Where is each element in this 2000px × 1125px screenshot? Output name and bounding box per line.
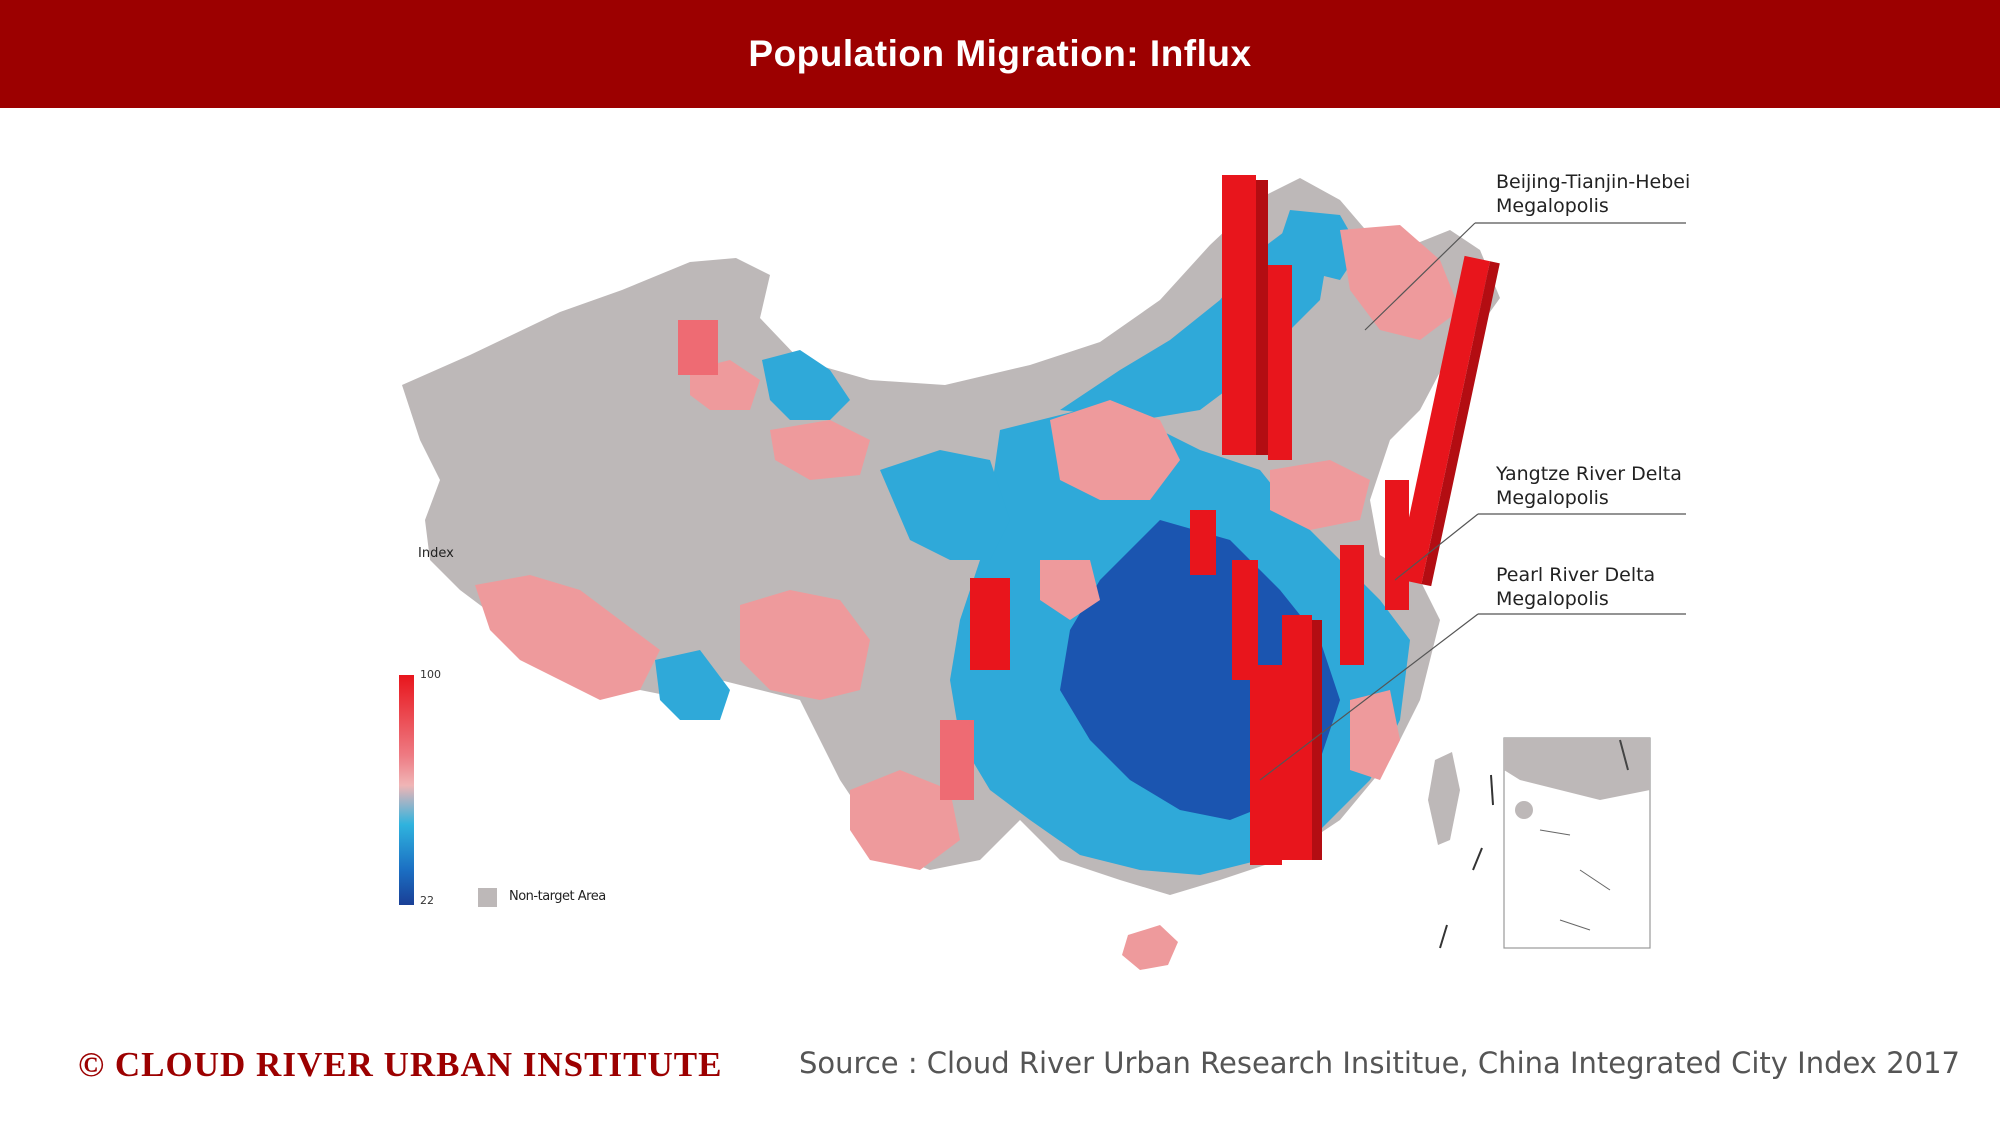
spike-guangzhou [1250, 665, 1282, 865]
callout-yangtze-river-delta: Yangtze River Delta Megalopolis [1496, 463, 1682, 509]
callout-pearl-river-delta: Pearl River Delta Megalopolis [1496, 564, 1656, 610]
south-china-sea-inset [1503, 737, 1651, 949]
legend-max-value: 100 [420, 668, 441, 681]
spike-shanghai [1395, 255, 1491, 585]
spike-bars [678, 175, 1500, 865]
region-fujian-pink [1350, 690, 1400, 780]
spike-shanghai-shade [1421, 261, 1500, 587]
china-map [402, 175, 1686, 970]
title-banner: Population Migration: Influx [0, 0, 2000, 108]
footer-brand: © CLOUD RIVER URBAN INSTITUTE [78, 1045, 723, 1084]
legend-color-ramp [399, 675, 414, 905]
callout-beijing-tianjin-hebei: Beijing-Tianjin-Hebei Megalopolis [1496, 171, 1691, 217]
hainan-island [1122, 925, 1178, 970]
region-shandong-pink [1270, 460, 1370, 530]
footer-source: Source : Cloud River Urban Research Insi… [799, 1046, 1960, 1080]
region-tibet-south-blue [655, 650, 730, 720]
spike-tianjin [1268, 265, 1292, 460]
page-title: Population Migration: Influx [748, 33, 1252, 74]
region-sichuan-pink [1040, 560, 1100, 620]
spike-hangzhou [1385, 480, 1409, 610]
legend-min-value: 22 [420, 894, 434, 907]
boundary-dashes [1439, 774, 1494, 949]
region-shaanxi-pink [1050, 400, 1180, 500]
spike-kunming [940, 720, 974, 800]
region-gansu-blue [880, 450, 1010, 560]
region-yunnan-pink [850, 770, 960, 870]
region-tibet-pink [475, 575, 660, 700]
spike-xian [1190, 510, 1216, 575]
spike-nanjing [1340, 545, 1364, 665]
region-xinjiang-pink-2 [770, 420, 870, 480]
spike-beijing [1222, 175, 1256, 455]
legend-non-target-swatch [478, 888, 497, 907]
callout-lines [1259, 222, 1686, 781]
spike-urumqi [678, 320, 718, 375]
legend-title: Index [418, 546, 454, 561]
spike-wuhan [1232, 560, 1258, 680]
map-area: Beijing-Tianjin-Hebei Megalopolis Yangtz… [0, 108, 2000, 1008]
spike-shenzhen [1282, 615, 1312, 860]
region-northeast-pink [1340, 225, 1460, 340]
spike-beijing-shade [1256, 180, 1268, 455]
region-xinjiang-north-blue [762, 350, 850, 420]
taiwan-island [1428, 752, 1460, 845]
legend-non-target-label: Non-target Area [509, 889, 606, 904]
region-northeast-blue [1280, 210, 1360, 280]
region-qinghai-pink [740, 590, 870, 700]
spike-shenzhen-shade [1312, 620, 1322, 860]
spike-chengdu [970, 578, 1010, 670]
